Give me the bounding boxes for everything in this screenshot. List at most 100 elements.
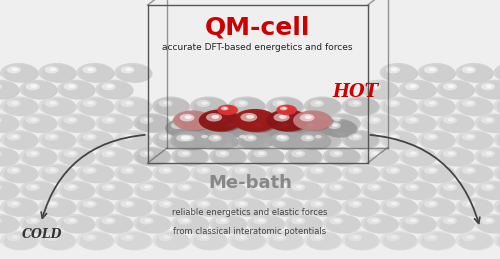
Circle shape <box>410 185 416 189</box>
Circle shape <box>424 66 438 74</box>
Circle shape <box>96 214 132 233</box>
Circle shape <box>12 202 18 205</box>
Circle shape <box>398 214 436 233</box>
Circle shape <box>239 168 246 172</box>
Circle shape <box>245 119 280 137</box>
Circle shape <box>140 150 153 157</box>
Circle shape <box>386 100 400 107</box>
Circle shape <box>315 235 322 239</box>
Circle shape <box>58 147 94 166</box>
Circle shape <box>38 231 76 250</box>
Circle shape <box>64 184 78 191</box>
Circle shape <box>96 147 132 166</box>
Circle shape <box>0 197 38 216</box>
Circle shape <box>58 80 94 99</box>
Circle shape <box>353 101 360 105</box>
Circle shape <box>478 115 500 133</box>
Circle shape <box>428 135 436 138</box>
Circle shape <box>60 148 96 167</box>
Circle shape <box>80 64 114 83</box>
Circle shape <box>76 63 114 82</box>
Circle shape <box>126 68 132 71</box>
Circle shape <box>398 147 436 166</box>
Circle shape <box>254 217 268 224</box>
Circle shape <box>405 83 419 90</box>
Circle shape <box>383 232 418 250</box>
Circle shape <box>466 68 473 71</box>
Circle shape <box>0 214 18 233</box>
Circle shape <box>383 199 418 217</box>
Circle shape <box>82 133 96 141</box>
Circle shape <box>228 130 265 149</box>
Circle shape <box>448 219 454 222</box>
Circle shape <box>182 118 189 121</box>
Circle shape <box>277 235 283 239</box>
Circle shape <box>304 116 312 119</box>
Circle shape <box>136 215 172 234</box>
Circle shape <box>4 98 39 116</box>
Circle shape <box>360 80 398 99</box>
Circle shape <box>44 133 59 141</box>
Circle shape <box>0 64 1 83</box>
Circle shape <box>144 219 151 222</box>
Circle shape <box>329 150 343 157</box>
Circle shape <box>428 202 436 205</box>
Circle shape <box>136 115 172 133</box>
Circle shape <box>38 63 76 82</box>
Circle shape <box>173 110 212 131</box>
Circle shape <box>213 136 220 139</box>
Circle shape <box>216 150 230 157</box>
Circle shape <box>291 184 305 191</box>
Circle shape <box>296 112 334 131</box>
Text: accurate DFT-based energetics and forces: accurate DFT-based energetics and forces <box>162 44 353 52</box>
Circle shape <box>466 135 473 138</box>
Circle shape <box>171 122 184 129</box>
Circle shape <box>20 214 57 233</box>
Circle shape <box>38 97 76 116</box>
Circle shape <box>118 98 152 116</box>
Circle shape <box>0 165 1 183</box>
Circle shape <box>209 113 246 132</box>
Circle shape <box>386 167 400 174</box>
Text: reliable energetics and elastic forces: reliable energetics and elastic forces <box>172 208 328 217</box>
Circle shape <box>360 147 398 166</box>
Circle shape <box>82 66 96 74</box>
Circle shape <box>152 130 189 149</box>
Circle shape <box>448 185 454 189</box>
Circle shape <box>272 100 286 107</box>
Circle shape <box>44 167 59 174</box>
Circle shape <box>329 184 343 191</box>
Circle shape <box>367 184 381 191</box>
Circle shape <box>360 214 398 233</box>
Circle shape <box>462 167 476 174</box>
Circle shape <box>236 111 279 133</box>
Circle shape <box>315 101 322 105</box>
Circle shape <box>140 217 153 224</box>
Circle shape <box>418 97 455 116</box>
Circle shape <box>462 234 476 241</box>
Circle shape <box>234 100 248 107</box>
Circle shape <box>278 122 291 129</box>
Circle shape <box>212 182 248 200</box>
Circle shape <box>96 113 132 132</box>
Circle shape <box>440 215 475 234</box>
Circle shape <box>228 164 265 183</box>
Circle shape <box>118 199 152 217</box>
Circle shape <box>298 133 332 150</box>
Circle shape <box>80 199 114 217</box>
Circle shape <box>0 98 1 116</box>
Circle shape <box>190 119 225 137</box>
Circle shape <box>364 115 399 133</box>
Circle shape <box>456 97 492 116</box>
Circle shape <box>258 118 264 121</box>
Circle shape <box>202 111 243 132</box>
Circle shape <box>418 231 455 250</box>
Circle shape <box>106 152 113 155</box>
Circle shape <box>7 167 21 174</box>
Circle shape <box>12 168 18 172</box>
Circle shape <box>178 117 192 124</box>
Circle shape <box>152 231 189 250</box>
Circle shape <box>285 147 322 166</box>
Circle shape <box>424 100 438 107</box>
Circle shape <box>180 114 194 121</box>
